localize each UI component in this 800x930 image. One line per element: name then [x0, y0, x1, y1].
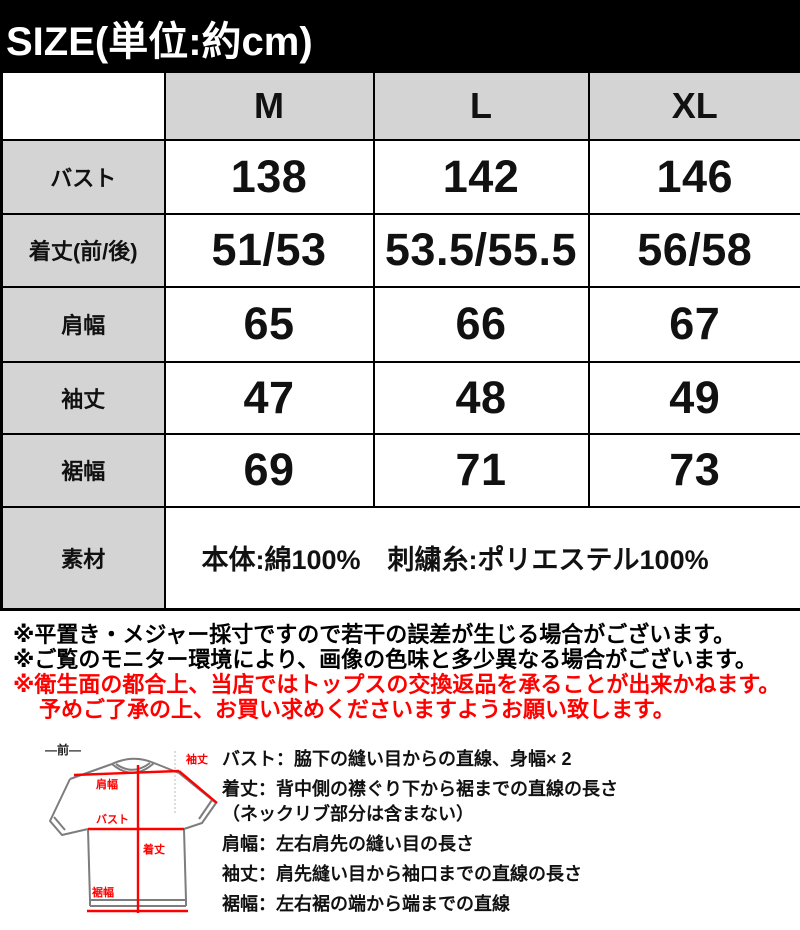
note-measure-tolerance: ※平置き・メジャー採寸ですので若干の誤差が生じる場合がございます。: [13, 622, 736, 647]
length-xl: 56/58: [587, 212, 800, 288]
tshirt-measurement-diagram: 肩幅 袖丈 バスト 着丈 裾幅: [49, 751, 218, 913]
def-sleeve: 袖丈：肩先縫い目から袖口までの直線の長さ: [222, 864, 582, 884]
column-header-xl: XL: [587, 70, 800, 141]
bust-m: 138: [163, 138, 375, 215]
row-label: 素材: [0, 505, 166, 611]
notes-section: ※平置き・メジャー採寸ですので若干の誤差が生じる場合がございます。 ※ご覧のモニ…: [13, 622, 800, 722]
measurement-labels: 肩幅 袖丈 バスト 着丈 裾幅: [92, 752, 208, 899]
hem-label: 裾幅: [92, 885, 114, 899]
sleeve-label: 袖丈: [186, 752, 208, 766]
corner-cell: [0, 70, 166, 141]
table-row-length: 着丈(前/後) 51/53 53.5/55.5 56/58: [0, 212, 800, 288]
def-bust: バスト：脇下の縫い目からの直線、身幅× 2: [222, 749, 572, 769]
def-hem: 裾幅：左右裾の端から端までの直線: [222, 894, 510, 914]
shoulder-l: 66: [372, 285, 590, 363]
length-m: 51/53: [163, 212, 375, 288]
hem-xl: 73: [587, 432, 800, 508]
table-row-sleeve: 袖丈 47 48 49: [0, 360, 800, 435]
row-label: 裾幅: [0, 432, 166, 508]
table-row-hem: 裾幅 69 71 73: [0, 432, 800, 508]
def-shoulder: 肩幅：左右肩先の縫い目の長さ: [222, 834, 474, 854]
column-header-m: M: [163, 70, 375, 141]
sleeve-line: [178, 770, 218, 804]
hem-m: 69: [163, 432, 375, 508]
material-value: 本体:綿100% 刺繍糸:ポリエステル100%: [163, 505, 800, 611]
row-label: 肩幅: [0, 285, 166, 363]
bust-xl: 146: [587, 138, 800, 215]
size-chart-title-bar: SIZE(単位:約cm): [0, 0, 800, 70]
measurement-definitions: バスト：脇下の縫い目からの直線、身幅× 2 着丈：背中側の襟ぐり下から裾までの直…: [222, 744, 797, 919]
shoulder-label: 肩幅: [96, 777, 118, 791]
def-length-note: （ネックリブ部分は含まない）: [222, 804, 474, 824]
row-label: 袖丈: [0, 360, 166, 435]
def-length: 着丈：背中側の襟ぐり下から裾までの直線の長さ: [222, 779, 618, 799]
shoulder-m: 65: [163, 285, 375, 363]
table-row-shoulder: 肩幅 65 66 67: [0, 285, 800, 363]
row-label: 着丈(前/後): [0, 212, 166, 288]
hem-l: 71: [372, 432, 590, 508]
sleeve-xl: 49: [587, 360, 800, 435]
column-header-l: L: [372, 70, 590, 141]
sleeve-m: 47: [163, 360, 375, 435]
bust-label: バスト: [96, 813, 129, 826]
sleeve-l: 48: [372, 360, 590, 435]
note-no-returns: ※衛生面の都合上、当店ではトップスの交換返品を承ることが出来かねます。: [13, 672, 781, 697]
size-table: M L XL バスト 138 142 146 着丈(前/後) 51/53 53.…: [0, 70, 800, 611]
note-please-understand: 予めご了承の上、お買い求めくださいますようお願い致します。: [39, 697, 675, 722]
size-chart-title: SIZE(単位:約cm): [6, 20, 313, 64]
bust-l: 142: [372, 138, 590, 215]
table-row-bust: バスト 138 142 146: [0, 138, 800, 215]
note-monitor-color: ※ご覧のモニター環境により、画像の色味と多少異なる場合がございます。: [13, 647, 757, 672]
measurement-lines: [73, 765, 218, 913]
diagram-front-label: —前—: [45, 743, 82, 757]
table-header-row: M L XL: [0, 70, 800, 141]
row-label: バスト: [0, 138, 166, 215]
table-row-material: 素材 本体:綿100% 刺繍糸:ポリエステル100%: [0, 505, 800, 611]
shoulder-xl: 67: [587, 285, 800, 363]
shoulder-line: [73, 769, 180, 777]
length-l: 53.5/55.5: [372, 212, 590, 288]
length-label: 着丈: [142, 842, 165, 856]
